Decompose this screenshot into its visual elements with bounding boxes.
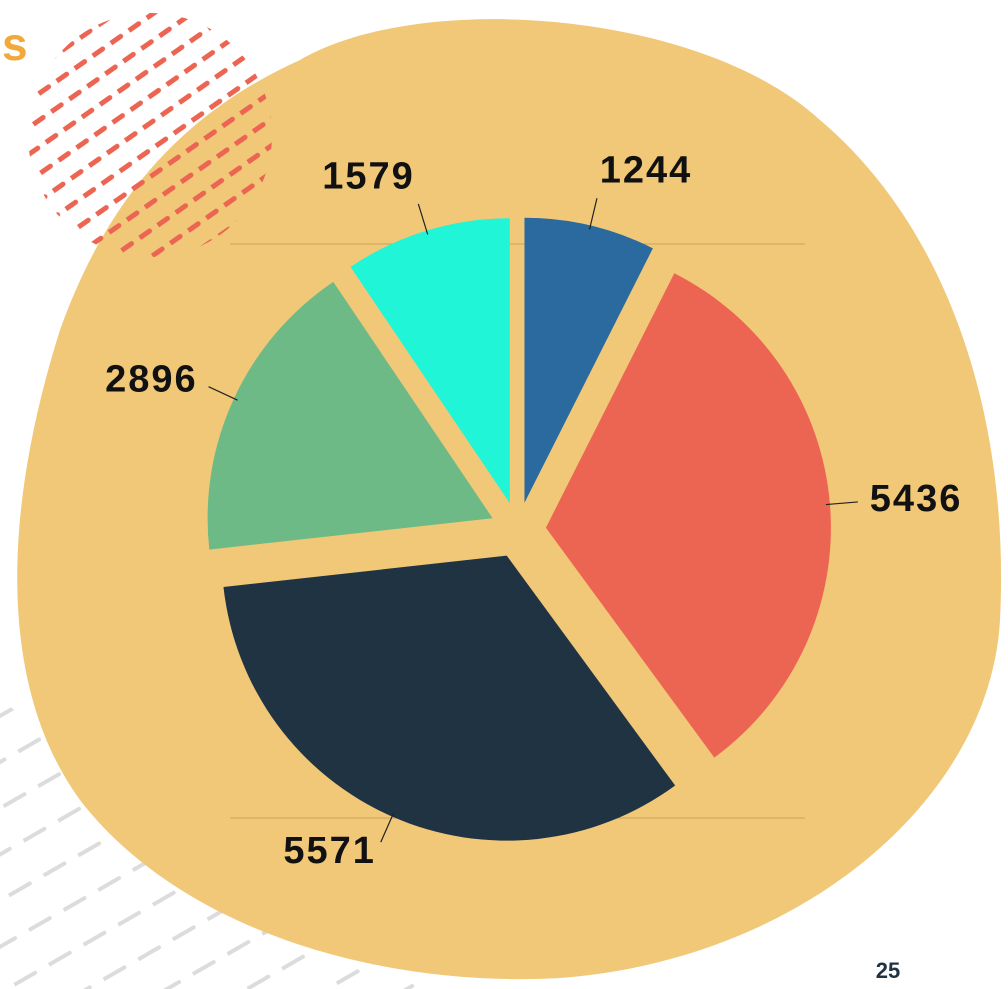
data-label: 5436 [870,478,963,520]
pie-slice [524,217,653,503]
data-label: 1244 [600,150,693,192]
data-label: 5571 [283,830,376,872]
leader-line [588,198,598,230]
pie-slice [350,218,510,504]
decor-dots [28,13,272,257]
page-number: 25 [876,958,900,983]
leader-line [208,386,238,401]
pie: 1244 5436 5571 2896 1579 [105,150,963,873]
title-fragment: s [2,18,28,70]
pie-slice [545,273,831,758]
leader-line [825,501,858,506]
leader-line [380,812,395,843]
data-label: 2896 [105,359,198,401]
pie-slice [223,555,676,841]
leader-line [417,203,429,235]
pie-slice [207,281,493,550]
data-label: 1579 [322,155,415,197]
